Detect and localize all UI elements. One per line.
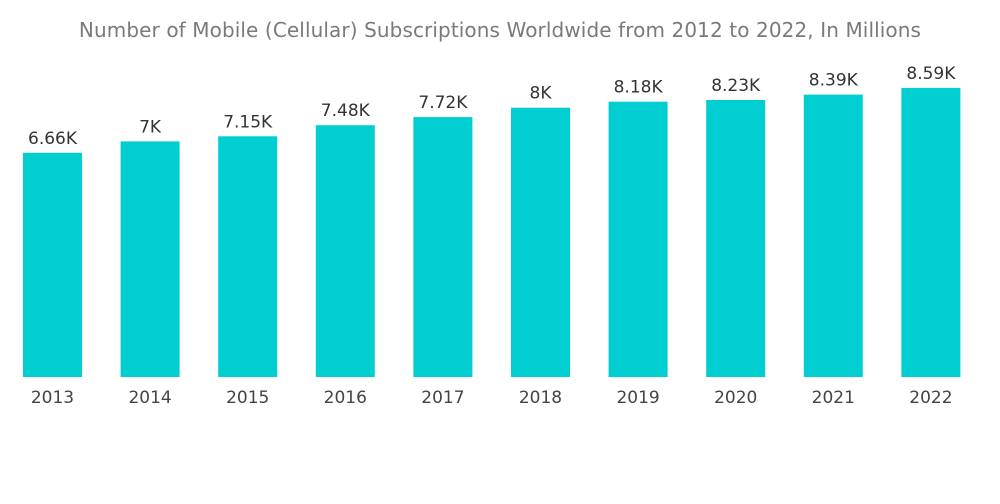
- bar-2017: [413, 117, 473, 377]
- bar-2022: [901, 87, 961, 378]
- data-label-2016: 7.48K: [321, 101, 371, 121]
- data-label-2022: 8.59K: [906, 64, 956, 84]
- data-label-2018: 8K: [530, 84, 553, 104]
- x-tick-2013: 2013: [31, 388, 74, 408]
- bar-2015: [218, 136, 278, 377]
- data-label-2013: 6.66K: [28, 129, 78, 149]
- data-label-2020: 8.23K: [711, 76, 761, 96]
- data-label-2021: 8.39K: [809, 71, 859, 91]
- bars-layer: [23, 87, 961, 378]
- x-tick-2014: 2014: [128, 388, 171, 408]
- x-tick-2022: 2022: [909, 388, 952, 408]
- bar-2016: [315, 125, 375, 377]
- bar-2014: [120, 141, 180, 377]
- data-label-2014: 7K: [139, 117, 162, 137]
- x-tick-2016: 2016: [324, 388, 367, 408]
- x-tick-2019: 2019: [616, 388, 659, 408]
- bar-2018: [511, 107, 570, 377]
- bar-2019: [608, 101, 668, 377]
- bar-2013: [23, 152, 82, 377]
- x-axis-ticks-layer: 2013 2014 2015 2016 2017 2018 2019 2020 2021 2022: [31, 388, 953, 408]
- x-tick-2017: 2017: [421, 388, 464, 408]
- x-tick-2020: 2020: [714, 388, 757, 408]
- chart-title: Number of Mobile (Cellular) Subscription…: [78, 18, 922, 42]
- data-label-2019: 8.18K: [614, 78, 664, 98]
- data-label-2015: 7.15K: [223, 112, 273, 132]
- bar-2021: [803, 94, 863, 377]
- x-tick-2018: 2018: [519, 388, 562, 408]
- x-tick-2021: 2021: [812, 388, 855, 408]
- bar-labels-layer: 6.66K 7K 7.15K 7.48K 7.72K 8K 8.18K 8.23K 8.39K 8…: [28, 64, 956, 149]
- x-tick-2015: 2015: [226, 388, 269, 408]
- bar-2020: [706, 100, 766, 377]
- data-label-2017: 7.72K: [418, 93, 468, 113]
